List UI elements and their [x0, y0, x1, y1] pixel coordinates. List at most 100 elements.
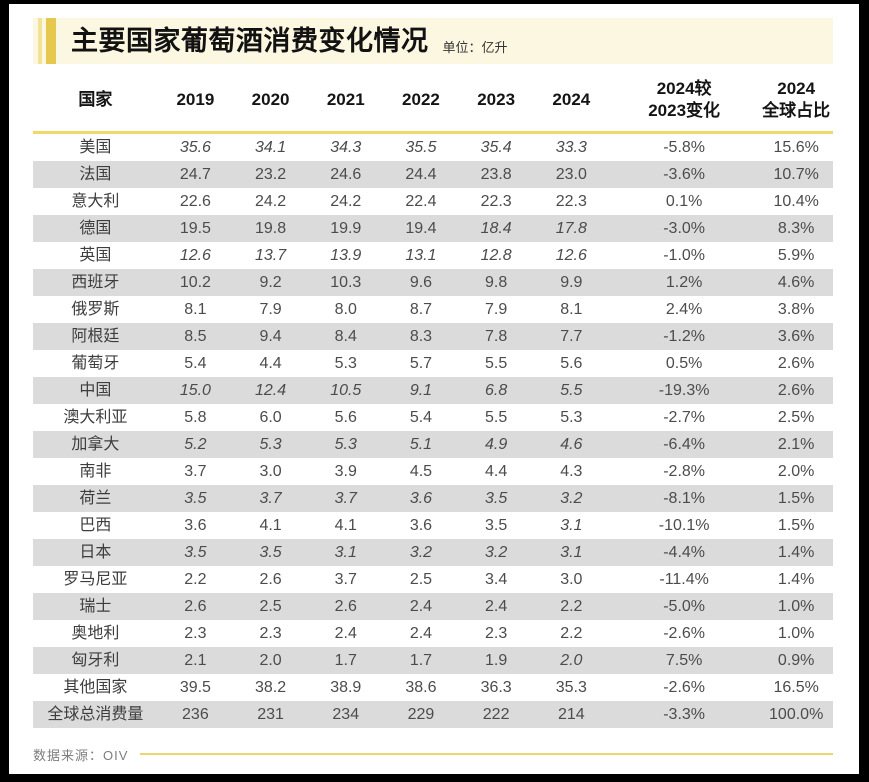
value-cell: 39.5 — [179, 679, 211, 697]
source-row: 数据来源：OIV — [33, 744, 833, 764]
footer-rule — [140, 753, 833, 755]
change-cell: -1.2% — [663, 328, 706, 346]
share-cell: 4.6% — [777, 274, 815, 292]
value-cell: 3.2 — [485, 544, 508, 562]
table-row: 葡萄牙 5.4 4.4 5.3 5.7 5.5 5.6 0.5% 2.6% — [33, 350, 833, 377]
value-cell: 1.7 — [409, 652, 433, 670]
country-cell: 罗马尼亚 — [63, 571, 128, 589]
page-background: 主要国家葡萄酒消费变化情况 单位：亿升 国家 2019 2020 2021 2022 20… — [9, 4, 859, 774]
share-cell: 10.7% — [773, 166, 819, 184]
change-cell: -3.6% — [663, 166, 706, 184]
change-cell: -2.6% — [663, 679, 706, 697]
value-cell: 8.1 — [184, 301, 207, 319]
table-row: 法国 24.7 23.2 24.6 24.4 23.8 23.0 -3.6% 10.7% — [33, 161, 833, 189]
value-cell: 38.2 — [255, 679, 287, 697]
accent-bar-light — [38, 18, 42, 64]
change-cell: 7.5% — [665, 652, 703, 670]
change-cell: -10.1% — [658, 517, 710, 535]
table-row: 英国 12.6 13.7 13.9 13.1 12.8 12.6 -1.0% 5.9% — [33, 242, 833, 269]
value-cell: 2.6 — [334, 598, 357, 616]
value-cell: 24.2 — [255, 193, 287, 211]
value-cell: 9.2 — [259, 274, 282, 292]
value-cell: 24.2 — [330, 193, 362, 211]
change-cell: 0.5% — [665, 355, 703, 373]
change-cell: -19.3% — [658, 382, 710, 400]
change-cell: -2.7% — [663, 409, 706, 427]
change-cell: -8.1% — [663, 490, 706, 508]
table-row: 荷兰 3.5 3.7 3.7 3.6 3.5 3.2 -8.1% 1.5% — [33, 485, 833, 513]
value-cell: 24.4 — [405, 166, 437, 184]
value-cell: 9.1 — [409, 382, 433, 400]
value-cell: 5.5 — [485, 355, 508, 373]
value-cell: 3.2 — [409, 544, 433, 562]
value-cell: 5.6 — [334, 409, 357, 427]
value-cell: 9.9 — [560, 274, 583, 292]
value-cell: 2.4 — [409, 598, 433, 616]
country-cell: 匈牙利 — [71, 652, 120, 670]
value-cell: 33.3 — [555, 139, 587, 157]
value-cell: 19.4 — [405, 220, 437, 238]
value-cell: 2.4 — [485, 598, 508, 616]
value-cell: 3.5 — [259, 544, 282, 562]
value-cell: 4.4 — [485, 463, 508, 481]
column-header: 2023 — [458, 72, 534, 135]
value-cell: 4.9 — [485, 436, 508, 454]
country-cell: 南非 — [79, 463, 112, 481]
country-cell: 全球总消费量 — [47, 706, 144, 724]
value-cell: 8.5 — [184, 328, 207, 346]
value-cell: 2.1 — [184, 652, 207, 670]
value-cell: 5.8 — [184, 409, 207, 427]
value-cell: 3.6 — [409, 490, 433, 508]
value-cell: 2.3 — [259, 625, 282, 643]
value-cell: 38.6 — [405, 679, 437, 697]
value-cell: 2.2 — [560, 598, 583, 616]
value-cell: 24.6 — [330, 166, 362, 184]
value-cell: 7.9 — [259, 301, 282, 319]
title-block: 主要国家葡萄酒消费变化情况 单位：亿升 — [33, 18, 833, 64]
value-cell: 2.6 — [184, 598, 207, 616]
country-cell: 阿根廷 — [71, 328, 120, 346]
value-cell: 17.8 — [555, 220, 587, 238]
column-header: 2024较 2023变化 — [608, 72, 760, 135]
value-cell: 9.4 — [259, 328, 282, 346]
country-cell: 法国 — [79, 166, 112, 184]
table-row: 美国 35.6 34.1 34.3 35.5 35.4 33.3 -5.8% 15.6% — [33, 133, 833, 162]
value-cell: 9.6 — [409, 274, 433, 292]
value-cell: 3.0 — [259, 463, 282, 481]
column-header: 2022 — [383, 72, 459, 135]
share-cell: 3.6% — [777, 328, 815, 346]
column-header: 2019 — [157, 72, 233, 135]
value-cell: 2.4 — [334, 625, 357, 643]
value-cell: 4.4 — [259, 355, 282, 373]
share-cell: 2.1% — [777, 436, 815, 454]
country-cell: 奥地利 — [71, 625, 120, 643]
value-cell: 19.8 — [255, 220, 287, 238]
value-cell: 23.0 — [555, 166, 587, 184]
value-cell: 1.9 — [485, 652, 508, 670]
country-cell: 西班牙 — [71, 274, 120, 292]
table-row: 奥地利 2.3 2.3 2.4 2.4 2.3 2.2 -2.6% 1.0% — [33, 620, 833, 647]
value-cell: 5.6 — [560, 355, 583, 373]
share-cell: 15.6% — [773, 139, 819, 157]
value-cell: 13.9 — [330, 247, 362, 265]
column-header: 2021 — [308, 72, 384, 135]
change-cell: -11.4% — [659, 571, 709, 589]
header-row: 国家 2019 2020 2021 2022 2023 2024 2024较 2023变化 20… — [33, 72, 833, 135]
title-accent-bars — [38, 18, 56, 64]
value-cell: 3.0 — [560, 571, 583, 589]
value-cell: 12.4 — [255, 382, 287, 400]
value-cell: 3.5 — [184, 490, 207, 508]
value-cell: 3.7 — [334, 490, 357, 508]
value-cell: 214 — [557, 706, 585, 724]
value-cell: 12.8 — [480, 247, 512, 265]
value-cell: 13.1 — [405, 247, 437, 265]
share-cell: 8.3% — [777, 220, 815, 238]
country-cell: 德国 — [79, 220, 112, 238]
wine-consumption-table: 国家 2019 2020 2021 2022 2023 2024 2024较 2023变化 20… — [33, 72, 833, 729]
page-title: 主要国家葡萄酒消费变化情况 — [71, 26, 429, 56]
column-header: 国家 — [33, 72, 158, 135]
share-cell: 2.0% — [777, 463, 815, 481]
value-cell: 8.0 — [334, 301, 357, 319]
value-cell: 5.2 — [184, 436, 207, 454]
country-cell: 加拿大 — [71, 436, 120, 454]
